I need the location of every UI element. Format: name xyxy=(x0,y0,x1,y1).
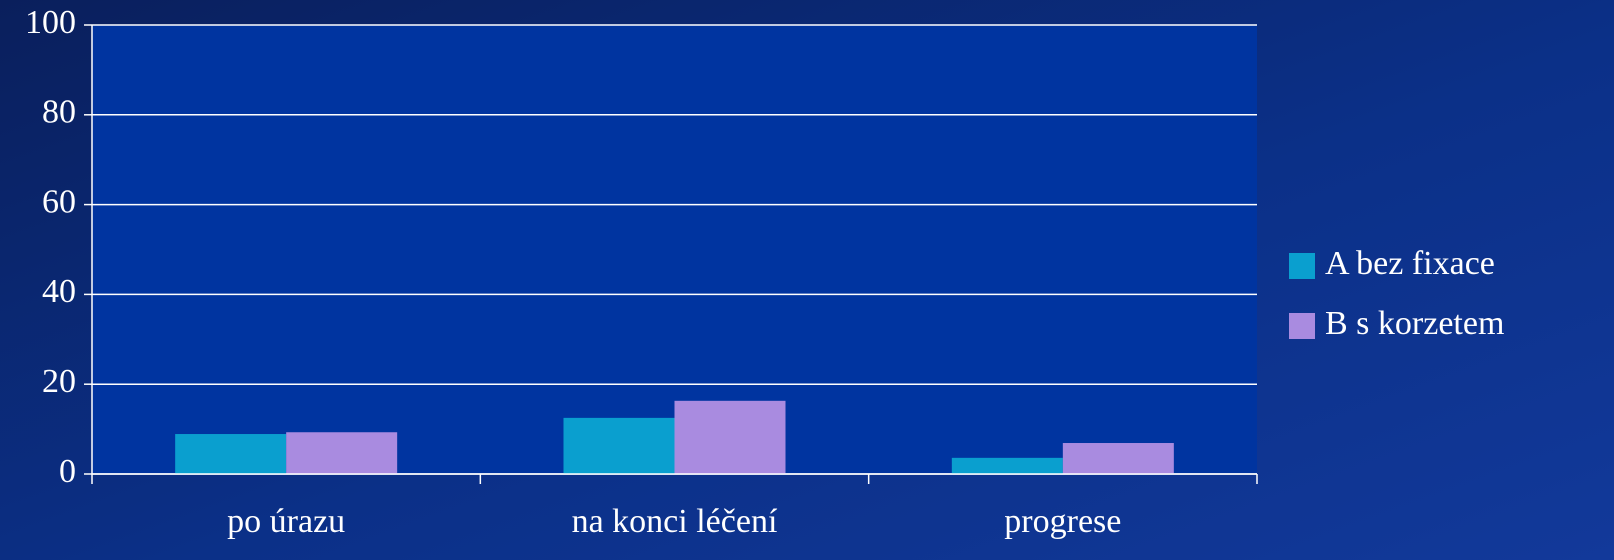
y-tick-label: 0 xyxy=(59,453,76,490)
legend-label: A bez fixace xyxy=(1325,245,1495,282)
x-tick-label: na konci léčení xyxy=(572,503,778,540)
legend-label: B s korzetem xyxy=(1325,305,1504,342)
bar xyxy=(286,432,398,474)
x-tick-label: po úrazu xyxy=(227,503,345,540)
bar xyxy=(563,417,675,474)
y-tick-label: 60 xyxy=(42,183,76,220)
bar xyxy=(674,400,786,474)
plot-area xyxy=(92,25,1257,474)
bar xyxy=(1062,443,1174,474)
y-tick-label: 20 xyxy=(42,363,76,400)
bar xyxy=(175,434,287,474)
bar xyxy=(951,457,1063,474)
legend-swatch xyxy=(1289,313,1315,339)
y-tick-label: 80 xyxy=(42,94,76,131)
x-tick-label: progrese xyxy=(1004,503,1121,540)
legend-swatch xyxy=(1289,253,1315,279)
y-tick-label: 100 xyxy=(25,4,76,41)
y-tick-label: 40 xyxy=(42,273,76,310)
